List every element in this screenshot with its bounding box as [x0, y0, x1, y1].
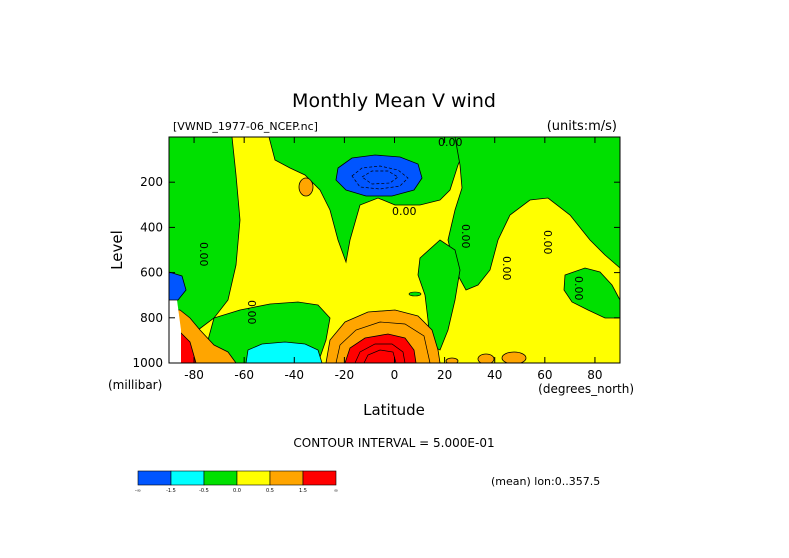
color-legend: -∞ -1.5 -0.5 0.0 0.5 1.5 ∞	[135, 470, 338, 494]
contour-label: 0.00	[245, 300, 258, 325]
y-tick-label: 800	[140, 311, 163, 325]
region-green-right-lower	[563, 267, 620, 319]
contour-red-inner2	[363, 349, 397, 363]
contour-label: 0.00	[459, 224, 472, 249]
contour-label: 0.00	[541, 230, 554, 255]
contour-labels: 0.00 0.00 0.00 0.00 0.00 0.00 0.00 0.00	[197, 136, 585, 325]
region-white-notch	[169, 300, 181, 363]
x-tick-label: -40	[284, 368, 304, 382]
region-orange-bottom-mid	[445, 357, 459, 363]
legend-label: -∞	[135, 488, 141, 494]
chart-title: Monthly Mean V wind	[292, 90, 496, 112]
contour-field	[169, 137, 620, 363]
x-axis: -80 -60 -40 -20 0 20 40 60 80	[184, 137, 603, 382]
legend-label: -1.5	[166, 488, 176, 494]
region-green-small	[408, 291, 422, 297]
x-axis-title: Latitude	[363, 401, 425, 419]
contour-red-inner	[354, 343, 406, 363]
y-tick-label: 600	[140, 266, 163, 280]
legend-swatch	[236, 470, 271, 486]
x-tick-label: 20	[437, 368, 452, 382]
footer-label: (mean) lon:0..357.5	[491, 475, 600, 488]
y-units-label: (millibar)	[108, 378, 162, 392]
legend-label: 0.0	[233, 488, 241, 494]
y-axis: 200 400 600 800 1000	[132, 175, 620, 370]
x-tick-label: 40	[487, 368, 502, 382]
legend-swatch	[269, 470, 304, 486]
legend-swatch	[170, 470, 205, 486]
x-tick-label: -20	[335, 368, 355, 382]
region-orange-bottom-right	[501, 351, 527, 363]
legend-swatch	[302, 470, 337, 486]
contour-label: 0.00	[438, 136, 463, 149]
units-label: (units:m/s)	[547, 119, 617, 134]
contour-orange-inner	[335, 321, 431, 363]
x-tick-label: 0	[391, 368, 399, 382]
contour-dashed	[351, 165, 409, 190]
contour-label: 0.00	[572, 276, 585, 301]
contour-label: 0.00	[197, 242, 210, 267]
y-tick-label: 200	[140, 175, 163, 189]
region-green-right	[447, 137, 620, 291]
contour-label: 0.00	[392, 205, 417, 218]
contour-label: 0.00	[500, 256, 513, 281]
region-orange-small	[298, 177, 314, 197]
region-orange-bottom-right2	[477, 353, 495, 363]
contour-interval-label: CONTOUR INTERVAL = 5.000E-01	[293, 436, 494, 450]
y-axis-title: Level	[108, 230, 126, 270]
legend-label: 1.5	[299, 488, 307, 494]
x-tick-label: 80	[587, 368, 602, 382]
contour-dashed-inner	[361, 170, 399, 185]
region-cyan-lower	[245, 341, 323, 363]
x-tick-label: -80	[184, 368, 204, 382]
y-tick-label: 1000	[132, 356, 163, 370]
legend-swatch	[137, 470, 172, 486]
legend-label: ∞	[334, 488, 338, 494]
dataset-label: [VWND_1977-06_NCEP.nc]	[173, 120, 318, 133]
legend-label: -0.5	[199, 488, 209, 494]
x-tick-label: 60	[537, 368, 552, 382]
region-green-top	[268, 137, 471, 264]
x-tick-label: -60	[234, 368, 254, 382]
legend-swatch	[203, 470, 238, 486]
y-tick-label: 400	[140, 220, 163, 234]
x-units-label: (degrees_north)	[538, 382, 634, 396]
region-blue-left	[169, 271, 187, 301]
legend-label: 0.5	[266, 488, 274, 494]
region-red-tropics	[344, 333, 417, 363]
region-green-mid	[417, 239, 461, 351]
